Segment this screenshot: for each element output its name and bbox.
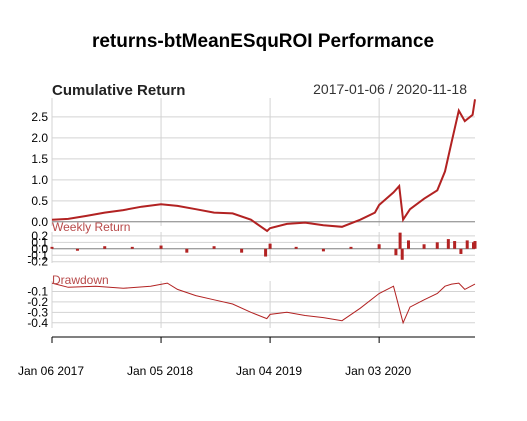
drawdown-line — [51, 282, 476, 325]
weekly-return-bar — [50, 246, 54, 249]
drawdown-label: Drawdown — [52, 273, 109, 287]
weekly-return-bar — [130, 246, 134, 249]
y-tick-label: -0.1 — [27, 284, 48, 298]
weekly-return-bar — [406, 240, 410, 249]
y-tick-label: 1.5 — [31, 152, 48, 166]
y-tick-label: -0.4 — [27, 316, 48, 330]
weekly-return-bar — [400, 248, 404, 260]
y-tick-label: 0.0 — [31, 215, 48, 229]
weekly-return-bar — [349, 246, 353, 249]
chart-panels: 0.00.51.01.52.02.50.20.10.0-0.1-0.2Weekl… — [18, 98, 477, 378]
panel-2: -0.1-0.2-0.3-0.4 Drawdown — [27, 273, 476, 330]
weekly-return-bar — [398, 232, 402, 249]
panel-1: 0.20.10.0-0.1-0.2 Weekly Return — [27, 220, 477, 269]
x-tick-label: Jan 04 2019 — [236, 364, 302, 378]
y-tick-label: 0.5 — [31, 194, 48, 208]
weekly-return-bar — [294, 246, 298, 249]
x-tick-label: Jan 06 2017 — [18, 364, 84, 378]
weekly-return-bar — [212, 246, 216, 249]
y-tick-label: 0.2 — [31, 229, 48, 243]
panel-title: Cumulative Return — [52, 82, 185, 99]
y-tick-label: -0.2 — [27, 295, 48, 309]
weekly-return-bar — [459, 248, 463, 254]
weekly-return-bar — [264, 248, 268, 257]
weekly-return-bar — [465, 240, 469, 249]
y-tick-label: -0.2 — [27, 255, 48, 269]
weekly-return-bar — [446, 239, 450, 249]
weekly-return-bar — [185, 248, 189, 253]
weekly-return-bar — [435, 242, 439, 249]
weekly-return-bar — [422, 244, 426, 249]
weekly-return-bar — [159, 245, 163, 249]
y-tick-label: 1.0 — [31, 173, 48, 187]
weekly-return-bar — [321, 248, 325, 252]
weekly-return-bar — [473, 241, 477, 249]
weekly-return-bar — [377, 244, 381, 249]
weekly-return-bar — [453, 241, 457, 249]
weekly-return-bar — [240, 248, 244, 253]
date-range: 2017-01-06 / 2020-11-18 — [313, 81, 467, 97]
y-tick-label: -0.1 — [27, 248, 48, 262]
cumulative-return-line — [51, 99, 476, 233]
y-tick-label: 0.1 — [31, 235, 48, 249]
chart-title: returns-btMeanESquROI Performance — [92, 31, 434, 52]
y-tick-label: -0.3 — [27, 305, 48, 319]
weekly-return-bar — [75, 248, 79, 251]
x-tick-label: Jan 03 2020 — [345, 364, 411, 378]
weekly-return-bar — [394, 248, 398, 256]
y-tick-label: 0.0 — [31, 242, 48, 256]
weekly-return-label: Weekly Return — [52, 220, 130, 234]
y-tick-label: 2.5 — [31, 110, 48, 124]
y-tick-label: 2.0 — [31, 131, 48, 145]
weekly-return-bar — [268, 243, 272, 249]
x-tick-label: Jan 05 2018 — [127, 364, 193, 378]
panel-0: 0.0 0.5 1.0 1.5 2.0 2.5 — [31, 98, 476, 233]
weekly-return-bar — [103, 246, 107, 249]
